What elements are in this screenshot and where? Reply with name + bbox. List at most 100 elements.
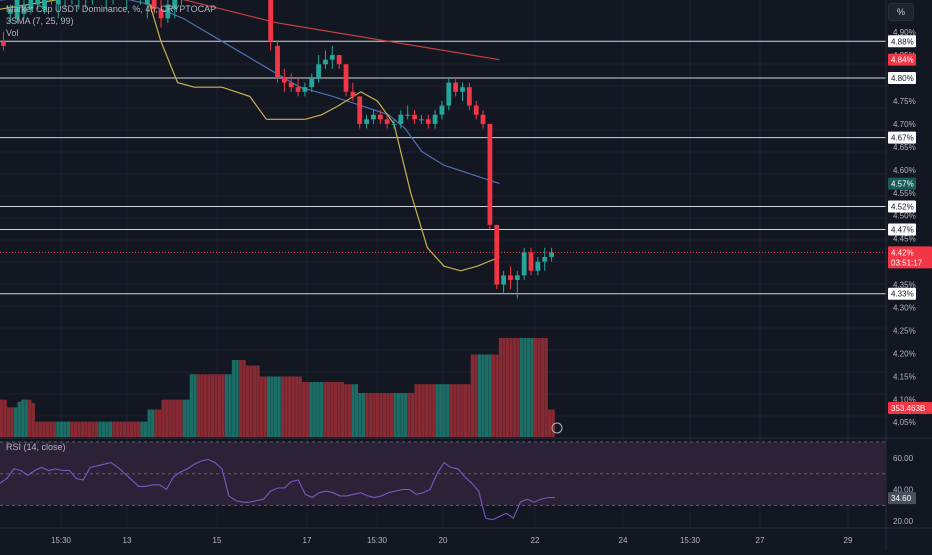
candle-body <box>144 0 150 5</box>
volume-bar <box>470 354 475 437</box>
candle-body <box>501 275 507 285</box>
volume-bar <box>200 374 204 437</box>
volume-bar <box>7 407 11 437</box>
legend-volume: Vol <box>6 28 19 38</box>
volume-bar <box>182 399 186 437</box>
volume-bar <box>175 399 179 437</box>
time-tick-label: 22 <box>531 536 540 545</box>
volume-bar <box>323 382 327 437</box>
volume-bar <box>168 399 172 437</box>
volume-bar <box>523 338 527 437</box>
volume-bar <box>84 421 88 437</box>
volume-bar <box>389 393 394 437</box>
candle-body <box>549 252 554 258</box>
volume-bar <box>235 360 239 437</box>
volume-bar <box>94 421 99 437</box>
volume-bar <box>372 393 376 437</box>
volume-bar <box>326 382 330 437</box>
candle-body <box>405 114 411 116</box>
candle-body <box>480 114 486 124</box>
candle-body <box>453 82 459 92</box>
volume-bar <box>270 376 274 437</box>
candle-body <box>281 78 287 83</box>
volume-bar <box>474 354 478 437</box>
sma-7-line <box>0 0 500 272</box>
volume-bar <box>252 365 257 437</box>
volume-bar <box>544 338 548 437</box>
volume-bar <box>189 374 193 437</box>
volume-bar <box>358 393 362 437</box>
candle-body <box>466 87 472 106</box>
volume-bar <box>245 365 250 437</box>
volume-bar <box>512 338 517 437</box>
volume-bar <box>256 365 260 437</box>
volume-bar <box>24 399 28 437</box>
volume-bar <box>291 376 295 437</box>
volume-bar <box>10 407 14 437</box>
candle-body <box>487 123 493 225</box>
volume-bar <box>98 421 102 437</box>
volume-bar <box>495 354 499 437</box>
volume-bar <box>56 421 60 437</box>
volume-bar <box>449 384 453 437</box>
price-tick-label: 4.15% <box>893 372 916 381</box>
volume-bar <box>263 376 267 437</box>
volume-bar <box>435 384 439 437</box>
volume-bar <box>309 382 313 437</box>
volume-bar <box>228 374 232 437</box>
volume-bar <box>31 402 35 437</box>
candle-body <box>364 119 369 124</box>
level-tag-label: 4.67% <box>891 134 914 143</box>
candle-body <box>418 119 424 121</box>
volume-bar <box>414 384 418 437</box>
candle-body <box>343 64 349 92</box>
volume-bar <box>108 421 113 437</box>
time-tick-label: 29 <box>844 536 853 545</box>
legend-sma: 3SMA (7, 25, 99) <box>6 16 74 26</box>
volume-bar <box>361 393 366 437</box>
candle-body <box>316 64 322 79</box>
candle-body <box>35 0 41 5</box>
volume-bar <box>112 421 116 437</box>
price-tick-label: 4.10% <box>893 395 916 404</box>
candle-body <box>371 114 376 120</box>
volume-bar <box>284 376 288 437</box>
volume-bar <box>35 421 39 437</box>
candle-body <box>377 114 383 120</box>
volume-bar <box>396 393 401 437</box>
volume-bar <box>214 374 218 437</box>
candle-body <box>165 4 171 19</box>
candle-body <box>28 0 34 10</box>
volume-bar <box>126 421 130 437</box>
volume-bar <box>49 421 53 437</box>
volume-bar <box>203 374 208 437</box>
volume-bar <box>3 399 7 437</box>
volume-bar <box>238 360 243 437</box>
volume-bar <box>393 393 397 437</box>
price-tick-label: 4.35% <box>893 281 916 290</box>
rsi-value-tag <box>888 492 916 505</box>
level-tag <box>888 200 916 213</box>
level-tag-label: 4.88% <box>891 37 914 46</box>
volume-bar <box>428 384 432 437</box>
time-tick-label: 15:30 <box>51 536 72 545</box>
volume-bar <box>488 354 492 437</box>
volume-bar <box>73 421 78 437</box>
lightning-icon <box>551 422 563 434</box>
price-tag <box>888 53 916 66</box>
volume-bar <box>375 393 380 437</box>
candle-body <box>494 224 500 285</box>
candle-body <box>460 87 465 92</box>
volume-bar <box>481 354 485 437</box>
volume-bar <box>259 376 264 437</box>
volume-bar <box>87 421 92 437</box>
last-price-tag <box>888 246 932 269</box>
percent-scale-button[interactable]: % <box>888 3 914 21</box>
level-tag <box>888 287 916 300</box>
volume-bar <box>133 421 137 437</box>
candle-body <box>432 114 438 124</box>
candle-body <box>473 105 479 115</box>
volume-bar <box>456 384 460 437</box>
